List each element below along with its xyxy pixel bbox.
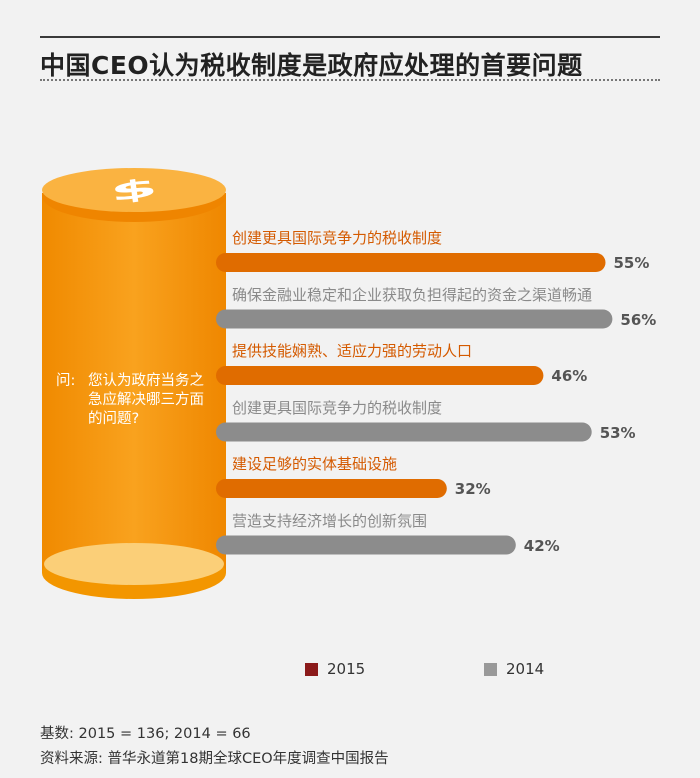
bar-label-3: 提供技能娴熟、适应力强的劳动人口: [232, 342, 473, 360]
question-label: 问:: [56, 373, 76, 389]
dollar-sign-icon: $: [108, 172, 159, 208]
bar-label-4: 创建更具国际竞争力的税收制度: [232, 398, 443, 417]
bar-2-2014: [216, 309, 613, 329]
cylinder-top-face: [42, 168, 226, 212]
title-rule: [40, 79, 660, 81]
bar-1-2015: [216, 253, 606, 272]
question-box: 问: 您认为政府当务之急应解决哪三方面的问题?: [56, 372, 216, 429]
legend-label-2015: 2015: [327, 660, 366, 678]
bar-5-2015: [216, 479, 447, 498]
cylinder-inner-ellipse: [44, 543, 224, 585]
chart-title: 中国CEO认为税收制度是政府应处理的首要问题: [40, 51, 583, 80]
legend-swatch-2015: [305, 662, 318, 676]
legend-swatch-2014: [484, 662, 497, 676]
bar-value-5: 32%: [454, 480, 491, 498]
bar-label-6: 营造支持经济增长的创新氛围: [232, 511, 428, 530]
bar-value-2: 56%: [620, 310, 657, 329]
bar-label-2: 确保金融业稳定和企业获取负担得起的资金之渠道畅通: [232, 285, 593, 304]
bar-3-2015: [216, 366, 544, 385]
bar-4-2014: [216, 422, 592, 442]
question-text: 您认为政府当务之急应解决哪三方面的问题?: [88, 373, 204, 427]
source-note: 资料来源: 普华永道第18期全球CEO年度调查中国报告: [40, 751, 389, 767]
bar-value-1: 55%: [613, 254, 650, 272]
legend-item-2014: 2014: [484, 660, 544, 678]
bar-label-5: 建设足够的实体基础设施: [232, 455, 398, 473]
bar-value-4: 53%: [599, 423, 636, 442]
coin-cylinder: $: [42, 168, 226, 599]
bar-group: [216, 253, 613, 555]
base-note: 基数: 2015 = 136; 2014 = 66: [40, 726, 251, 742]
legend-label-2014: 2014: [506, 660, 545, 678]
cylinder-body: [42, 193, 226, 573]
top-rule: [40, 36, 660, 38]
bar-value-3: 46%: [551, 367, 588, 385]
bar-6-2014: [216, 535, 516, 555]
bar-value-6: 42%: [523, 536, 560, 555]
legend-item-2015: 2015: [305, 660, 365, 678]
bar-label-1: 创建更具国际竞争力的税收制度: [232, 229, 443, 247]
